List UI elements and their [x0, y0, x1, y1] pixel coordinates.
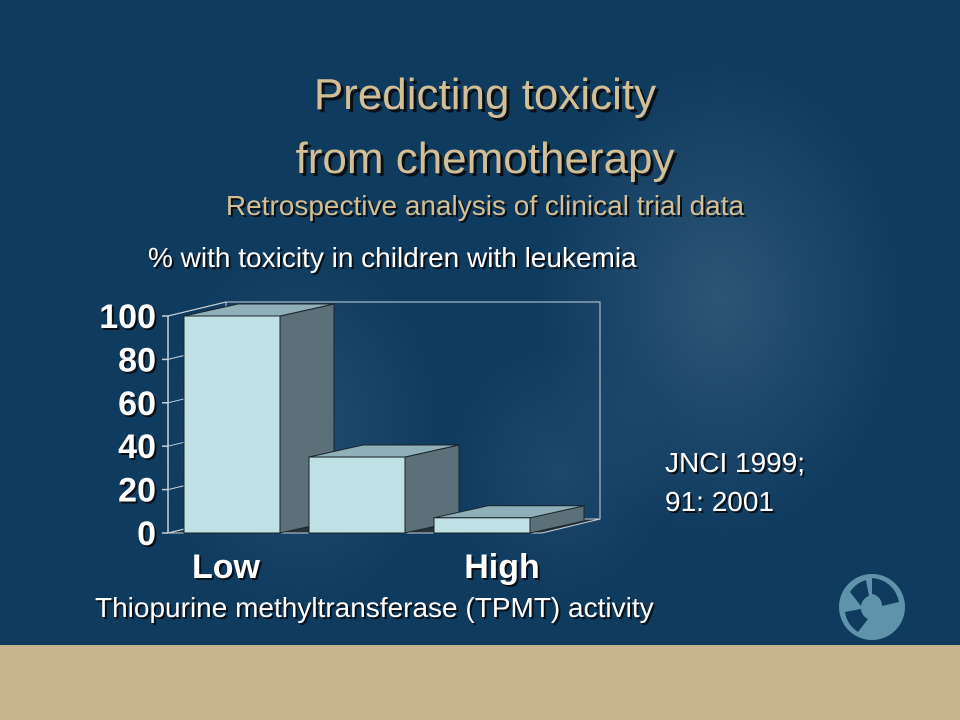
slide-title-line-1: Predicting toxicity [313, 70, 657, 119]
y-tick-label-shadow: 100 [101, 300, 158, 338]
slide-title-line-2: from chemotherapy [295, 134, 675, 183]
reference-line-2: 91: 2001 [665, 486, 774, 517]
reference-line-1: JNCI 1999; [665, 447, 806, 478]
x-tick-label: Low [192, 548, 261, 586]
y-tick-label: 100 [99, 298, 156, 336]
y-tick-label-shadow: 0 [139, 517, 158, 555]
y-tick-label-shadow: 40 [120, 430, 158, 468]
y-tick-label: 60 [118, 385, 156, 423]
bar [308, 456, 406, 534]
x-tick-label-shadow: High [466, 550, 542, 588]
x-axis-title: Thiopurine methyltransferase (TPMT) acti… [95, 592, 654, 623]
company-logo-icon [839, 574, 905, 640]
chart-title: % with toxicity in children with leukemi… [148, 242, 637, 273]
y-tick-label: 0 [137, 515, 156, 553]
x-tick-label: High [464, 548, 540, 586]
y-axis-tick-depth [167, 301, 227, 317]
slide-subtitle: Retrospective analysis of clinical trial… [225, 190, 745, 221]
bar [183, 315, 281, 534]
y-tick-label-shadow: 60 [120, 387, 158, 425]
y-tick-label-shadow: 20 [120, 474, 158, 512]
y-tick-label: 40 [118, 428, 156, 466]
y-tick-label: 80 [118, 341, 156, 379]
footer-band [0, 645, 960, 720]
y-tick-label: 20 [118, 472, 156, 510]
bar [433, 517, 531, 534]
x-tick-label-shadow: Low [194, 550, 263, 588]
y-tick-label-shadow: 80 [120, 343, 158, 381]
slide-background [0, 0, 960, 645]
